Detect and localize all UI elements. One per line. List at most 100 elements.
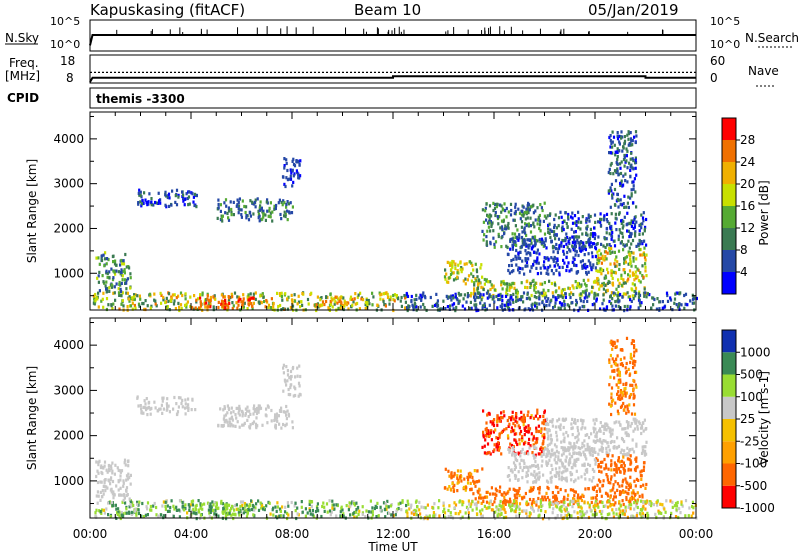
echo-cell [581, 463, 584, 467]
echo-cell [671, 505, 674, 509]
echo-cell [613, 187, 617, 192]
echo-cell [528, 497, 532, 502]
echo-cell [115, 282, 118, 286]
echo-cell [518, 507, 521, 511]
echo-cell [556, 461, 559, 465]
echo-cell [399, 501, 402, 505]
echo-cell [595, 431, 599, 435]
echo-cell [633, 496, 636, 500]
echo-cell [529, 253, 532, 257]
echo-cell [634, 274, 637, 278]
echo-cell [117, 488, 120, 492]
echo-cell [292, 162, 296, 167]
echo-cell [451, 303, 454, 307]
echo-cell [617, 198, 620, 202]
echo-cell [503, 227, 507, 231]
echo-cell [587, 238, 590, 243]
date-title: 05/Jan/2019 [588, 1, 679, 19]
echo-cell [165, 296, 168, 300]
echo-cell [623, 309, 626, 313]
echo-cell [626, 426, 629, 430]
echo-cell [500, 283, 503, 287]
echo-cell [527, 209, 530, 213]
echo-cell [547, 223, 550, 227]
echo-cell [504, 492, 507, 496]
echo-cell [195, 517, 198, 521]
echo-cell [589, 448, 592, 452]
echo-cell [582, 241, 585, 245]
echo-cell [413, 508, 416, 512]
echo-cell [645, 217, 648, 222]
echo-cell [500, 415, 503, 420]
echo-cell [150, 508, 153, 512]
echo-cell [410, 511, 413, 515]
echo-cell [284, 212, 287, 216]
echo-cell [166, 305, 169, 309]
echo-cell [111, 492, 114, 496]
echo-cell [146, 413, 149, 417]
echo-cell [626, 211, 629, 215]
echo-cell [519, 256, 522, 261]
echo-cell [637, 306, 640, 310]
echo-cell [116, 466, 119, 470]
echo-cell [537, 429, 541, 434]
echo-cell [289, 174, 292, 178]
echo-cell [306, 297, 310, 302]
echo-cell [634, 166, 637, 170]
echo-cell [634, 484, 637, 488]
echo-cell [562, 439, 565, 443]
echo-cell [227, 424, 230, 428]
echo-cell [498, 432, 502, 436]
echo-cell [512, 448, 515, 452]
echo-cell [571, 500, 574, 504]
echo-cell [575, 301, 578, 305]
echo-cell [122, 479, 125, 483]
echo-cell [505, 301, 509, 305]
echo-cell [572, 292, 575, 297]
echo-cell [291, 168, 294, 172]
echo-cell [560, 475, 563, 479]
echo-cell [273, 207, 276, 211]
echo-cell [137, 508, 140, 512]
echo-cell [619, 492, 622, 496]
echo-cell [532, 221, 535, 225]
echo-cell [458, 299, 461, 303]
echo-cell [444, 467, 447, 471]
echo-cell [353, 297, 356, 301]
echo-cell [616, 169, 619, 173]
echo-cell [352, 512, 355, 516]
echo-cell [385, 291, 388, 295]
echo-cell [537, 466, 540, 470]
echo-cell [627, 452, 630, 456]
echo-cell [597, 505, 600, 509]
echo-cell [591, 285, 594, 289]
echo-cell [271, 210, 274, 214]
echo-cell [456, 474, 459, 478]
echo-cell [641, 264, 644, 268]
echo-cell [478, 291, 481, 295]
echo-cell [563, 436, 566, 440]
echo-cell [609, 440, 612, 445]
echo-cell [585, 272, 588, 276]
echo-cell [275, 415, 279, 420]
echo-cell [413, 301, 416, 306]
echo-cell [451, 262, 454, 266]
echo-cell [643, 451, 646, 455]
echo-cell [448, 261, 451, 265]
echo-cell [602, 298, 605, 302]
echo-cell [224, 503, 227, 507]
echo-cell [511, 415, 514, 419]
echo-cell [250, 296, 253, 300]
echo-cell [634, 294, 637, 298]
echo-cell [593, 422, 596, 426]
echo-cell [162, 500, 165, 504]
echo-cell [248, 301, 252, 305]
echo-cell [521, 416, 524, 421]
echo-cell [237, 204, 241, 208]
echo-cell [577, 210, 580, 214]
echo-cell [645, 482, 648, 487]
echo-cell [512, 243, 515, 247]
echo-cell [559, 487, 562, 492]
echo-cell [609, 489, 612, 493]
echo-cell [578, 306, 581, 310]
